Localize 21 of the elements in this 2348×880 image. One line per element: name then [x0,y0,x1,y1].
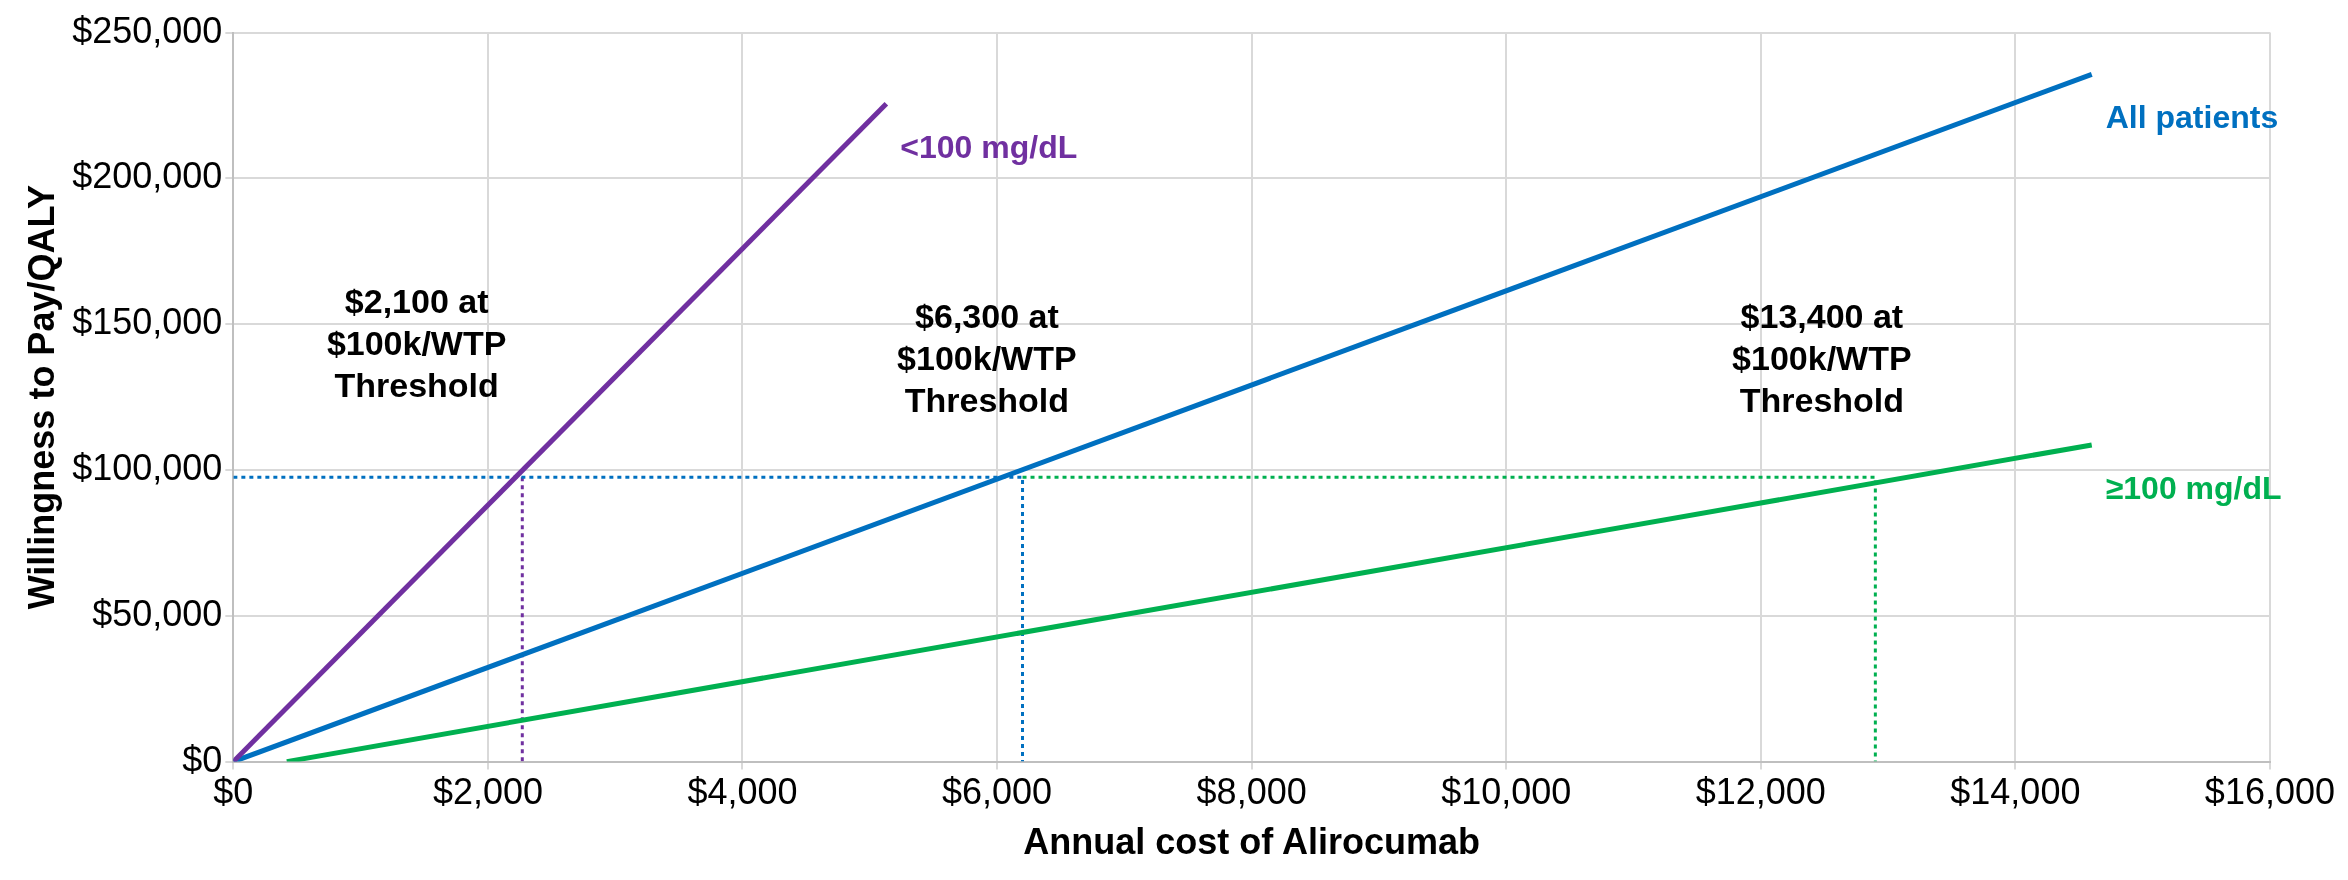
x-tick-label: $6,000 [942,771,1053,813]
y-tick-label: $150,000 [72,301,223,343]
series-label: <100 mg/dL [900,128,1078,165]
x-tick-label: $4,000 [687,771,798,813]
y-tick-label: $50,000 [92,592,223,634]
x-tick-label: $8,000 [1196,771,1307,813]
y-tick-label: $100,000 [72,446,223,488]
annotation: $2,100 at $100k/WTP Threshold [326,282,507,405]
annotation: $6,300 at $100k/WTP Threshold [897,297,1077,420]
series-label: ≥100 mg/dL [2105,469,2282,506]
x-tick-label: $16,000 [2204,771,2335,813]
x-tick-label: $14,000 [1950,771,2081,813]
annotation: $13,400 at $100k/WTP Threshold [1732,297,1912,420]
x-axis-title: Annual cost of Alirocumab [1023,821,1480,863]
x-tick-label: $10,000 [1441,771,1572,813]
x-tick-label: $2,000 [432,771,543,813]
y-tick-label: $200,000 [72,155,223,197]
y-tick-label: $250,000 [72,9,223,51]
y-axis-title: Willingness to Pay/QALY [20,184,62,610]
x-tick-label: $12,000 [1695,771,1826,813]
series-label: All patients [2105,99,2279,136]
